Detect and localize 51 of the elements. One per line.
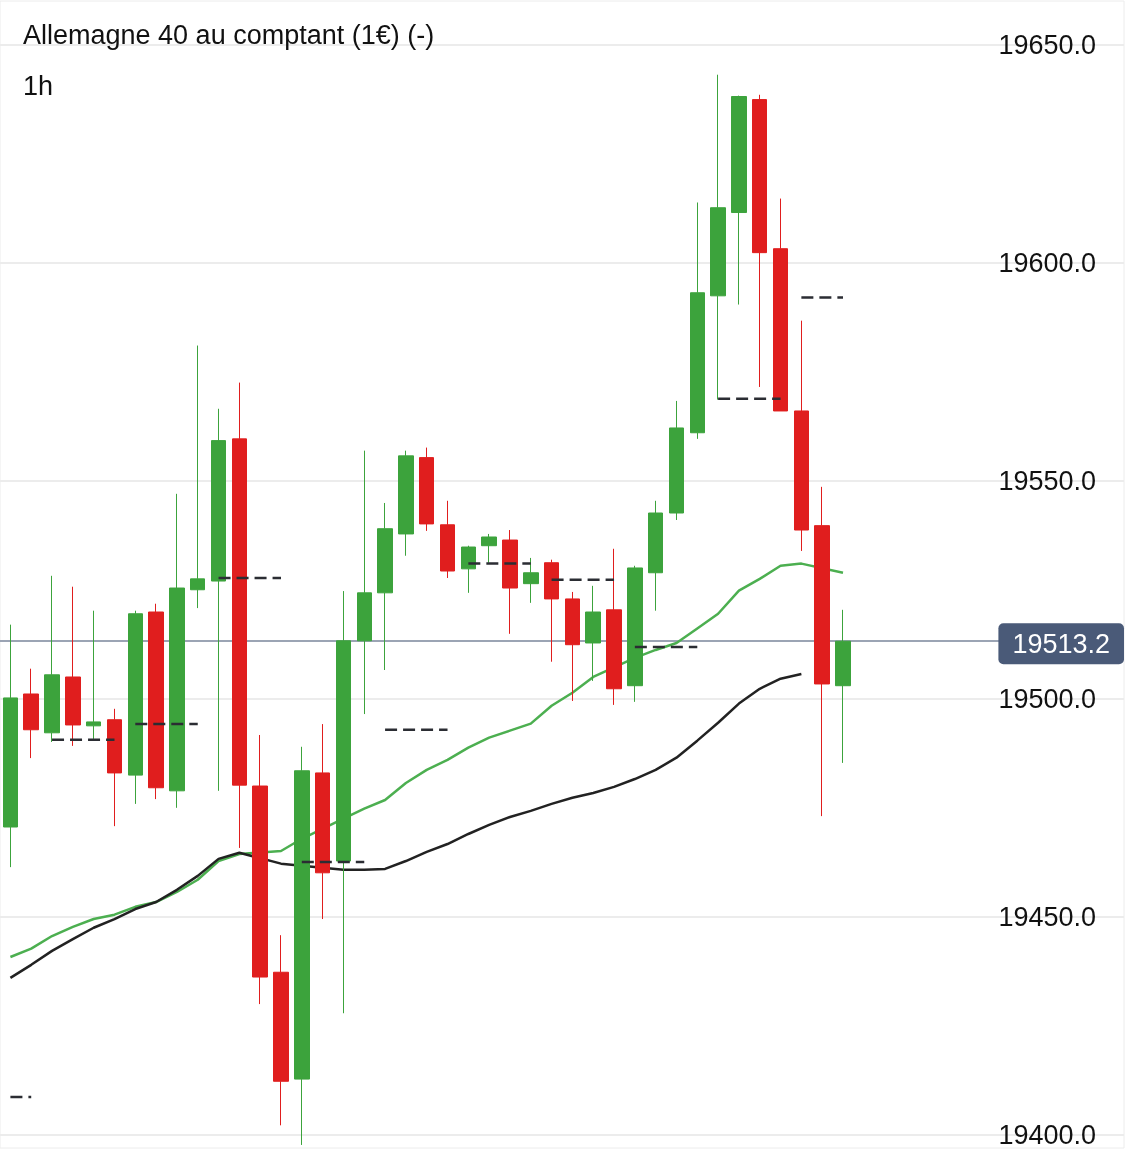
candlestick xyxy=(481,533,497,564)
candlestick xyxy=(731,95,747,306)
line-series xyxy=(9,672,803,980)
y-tick-label: 19550.0 xyxy=(998,465,1096,496)
candlestick xyxy=(794,320,809,552)
candlestick xyxy=(86,610,101,740)
candlestick xyxy=(128,610,143,805)
candlestick xyxy=(148,603,164,800)
candlestick xyxy=(398,450,414,557)
candlestick xyxy=(835,609,851,764)
candlestick xyxy=(190,345,205,609)
candlestick xyxy=(107,708,122,827)
candlestick xyxy=(377,502,393,671)
text: Allemagne 40 au comptant (1€) (-) xyxy=(23,19,435,50)
y-tick-label: 19600.0 xyxy=(998,247,1096,278)
candlestick xyxy=(565,591,580,702)
candlestick xyxy=(502,529,518,635)
candlestick xyxy=(273,934,289,1126)
candlestick xyxy=(3,624,18,868)
candlestick xyxy=(336,590,351,1014)
candlestick xyxy=(65,586,81,747)
candlestick xyxy=(710,74,726,401)
y-tick-label: 19450.0 xyxy=(998,901,1096,932)
candlestick xyxy=(669,400,684,521)
ref-line-label: 19513.2 xyxy=(1012,628,1110,659)
candlestick xyxy=(606,548,622,706)
candlestick xyxy=(690,201,705,440)
candlestick xyxy=(419,447,434,532)
candlestick xyxy=(294,746,310,1146)
candlestick xyxy=(211,408,226,792)
candlestick xyxy=(44,575,60,743)
candlestick xyxy=(544,559,559,663)
candlestick xyxy=(440,500,455,579)
candlestick xyxy=(461,545,476,594)
y-tick-label: 19650.0 xyxy=(998,29,1096,60)
candlestick xyxy=(169,493,185,809)
candlestick xyxy=(627,565,643,703)
candlestick xyxy=(814,486,830,817)
candlestick xyxy=(585,585,601,682)
y-tick-label: 19400.0 xyxy=(998,1119,1096,1149)
candlestick xyxy=(252,734,268,1005)
candlestick xyxy=(23,668,39,759)
candlestick xyxy=(752,94,767,388)
candlestick xyxy=(357,450,372,715)
y-tick-label: 19500.0 xyxy=(998,683,1096,714)
text: 1h xyxy=(23,70,54,101)
candlestick xyxy=(773,198,788,412)
candlestick xyxy=(315,723,330,920)
candlestick xyxy=(648,500,663,612)
candlestick xyxy=(232,382,247,849)
candlestick xyxy=(523,557,539,604)
